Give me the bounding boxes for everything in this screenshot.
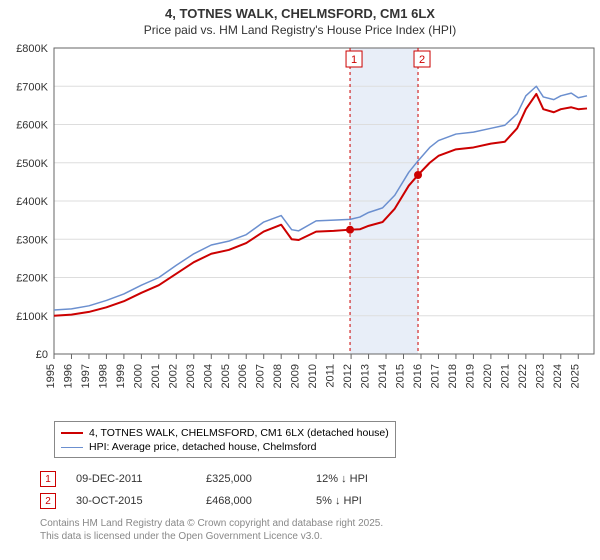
svg-text:2000: 2000 — [132, 364, 144, 388]
legend-swatch — [61, 432, 83, 434]
svg-text:2022: 2022 — [517, 364, 529, 388]
legend: 4, TOTNES WALK, CHELMSFORD, CM1 6LX (det… — [54, 421, 396, 458]
svg-text:2009: 2009 — [290, 364, 302, 388]
svg-text:1999: 1999 — [115, 364, 127, 388]
svg-text:£400K: £400K — [16, 196, 48, 208]
svg-text:2001: 2001 — [150, 364, 162, 388]
sale-date: 30-OCT-2015 — [76, 495, 206, 507]
sale-delta: 5% ↓ HPI — [316, 495, 416, 507]
svg-text:£800K: £800K — [16, 43, 48, 55]
svg-text:2004: 2004 — [202, 364, 214, 388]
svg-text:2005: 2005 — [220, 364, 232, 388]
legend-label: 4, TOTNES WALK, CHELMSFORD, CM1 6LX (det… — [89, 426, 389, 440]
legend-item: 4, TOTNES WALK, CHELMSFORD, CM1 6LX (det… — [61, 426, 389, 440]
svg-text:2011: 2011 — [325, 364, 337, 388]
svg-text:2019: 2019 — [464, 364, 476, 388]
sales-table: 1 09-DEC-2011£325,00012% ↓ HPI 2 30-OCT-201… — [40, 468, 416, 512]
chart-area: £0 £100K £200K £300K £400K £500K £600K £700K £80… — [0, 42, 600, 412]
svg-text:2021: 2021 — [499, 364, 511, 388]
svg-text:2016: 2016 — [412, 364, 424, 388]
svg-text:2: 2 — [419, 54, 425, 66]
svg-text:£100K: £100K — [16, 311, 48, 323]
svg-text:2020: 2020 — [482, 364, 494, 388]
svg-text:£700K: £700K — [16, 81, 48, 93]
svg-text:2007: 2007 — [255, 364, 267, 388]
svg-text:1996: 1996 — [62, 364, 74, 388]
svg-text:2010: 2010 — [307, 364, 319, 388]
svg-text:1997: 1997 — [80, 364, 92, 388]
svg-text:1998: 1998 — [97, 364, 109, 388]
sale-price: £468,000 — [206, 495, 316, 507]
svg-text:1: 1 — [351, 54, 357, 66]
sale-row: 1 09-DEC-2011£325,00012% ↓ HPI — [40, 468, 416, 490]
legend-item: HPI: Average price, detached house, Chel… — [61, 440, 389, 454]
sale-row: 2 30-OCT-2015£468,0005% ↓ HPI — [40, 490, 416, 512]
chart-title: 4, TOTNES WALK, CHELMSFORD, CM1 6LX — [0, 0, 600, 23]
copyright-line1: Contains HM Land Registry data © Crown c… — [40, 518, 383, 531]
svg-text:2023: 2023 — [534, 364, 546, 388]
svg-text:2017: 2017 — [429, 364, 441, 388]
svg-text:£300K: £300K — [16, 234, 48, 246]
svg-text:£600K: £600K — [16, 120, 48, 132]
legend-label: HPI: Average price, detached house, Chel… — [89, 440, 316, 454]
svg-text:2013: 2013 — [360, 364, 372, 388]
svg-text:2024: 2024 — [552, 364, 564, 388]
sale-delta: 12% ↓ HPI — [316, 473, 416, 485]
svg-text:£500K: £500K — [16, 158, 48, 170]
copyright-text: Contains HM Land Registry data © Crown c… — [40, 518, 383, 543]
svg-text:£200K: £200K — [16, 273, 48, 285]
copyright-line2: This data is licensed under the Open Gov… — [40, 531, 383, 544]
line-chart: £0 £100K £200K £300K £400K £500K £600K £700K £80… — [0, 42, 600, 412]
svg-text:2008: 2008 — [272, 364, 284, 388]
legend-swatch — [61, 447, 83, 448]
svg-text:2012: 2012 — [342, 364, 354, 388]
svg-text:2002: 2002 — [167, 364, 179, 388]
sale-marker-box: 2 — [40, 493, 56, 509]
sale-price: £325,000 — [206, 473, 316, 485]
sale-marker-box: 1 — [40, 471, 56, 487]
svg-text:2003: 2003 — [185, 364, 197, 388]
svg-text:2014: 2014 — [377, 364, 389, 388]
svg-text:1995: 1995 — [45, 364, 57, 388]
svg-text:£0: £0 — [36, 349, 48, 361]
sale-date: 09-DEC-2011 — [76, 473, 206, 485]
svg-text:2015: 2015 — [395, 364, 407, 388]
chart-subtitle: Price paid vs. HM Land Registry's House … — [0, 23, 600, 41]
svg-text:2025: 2025 — [569, 364, 581, 388]
svg-text:2018: 2018 — [447, 364, 459, 388]
svg-text:2006: 2006 — [237, 364, 249, 388]
